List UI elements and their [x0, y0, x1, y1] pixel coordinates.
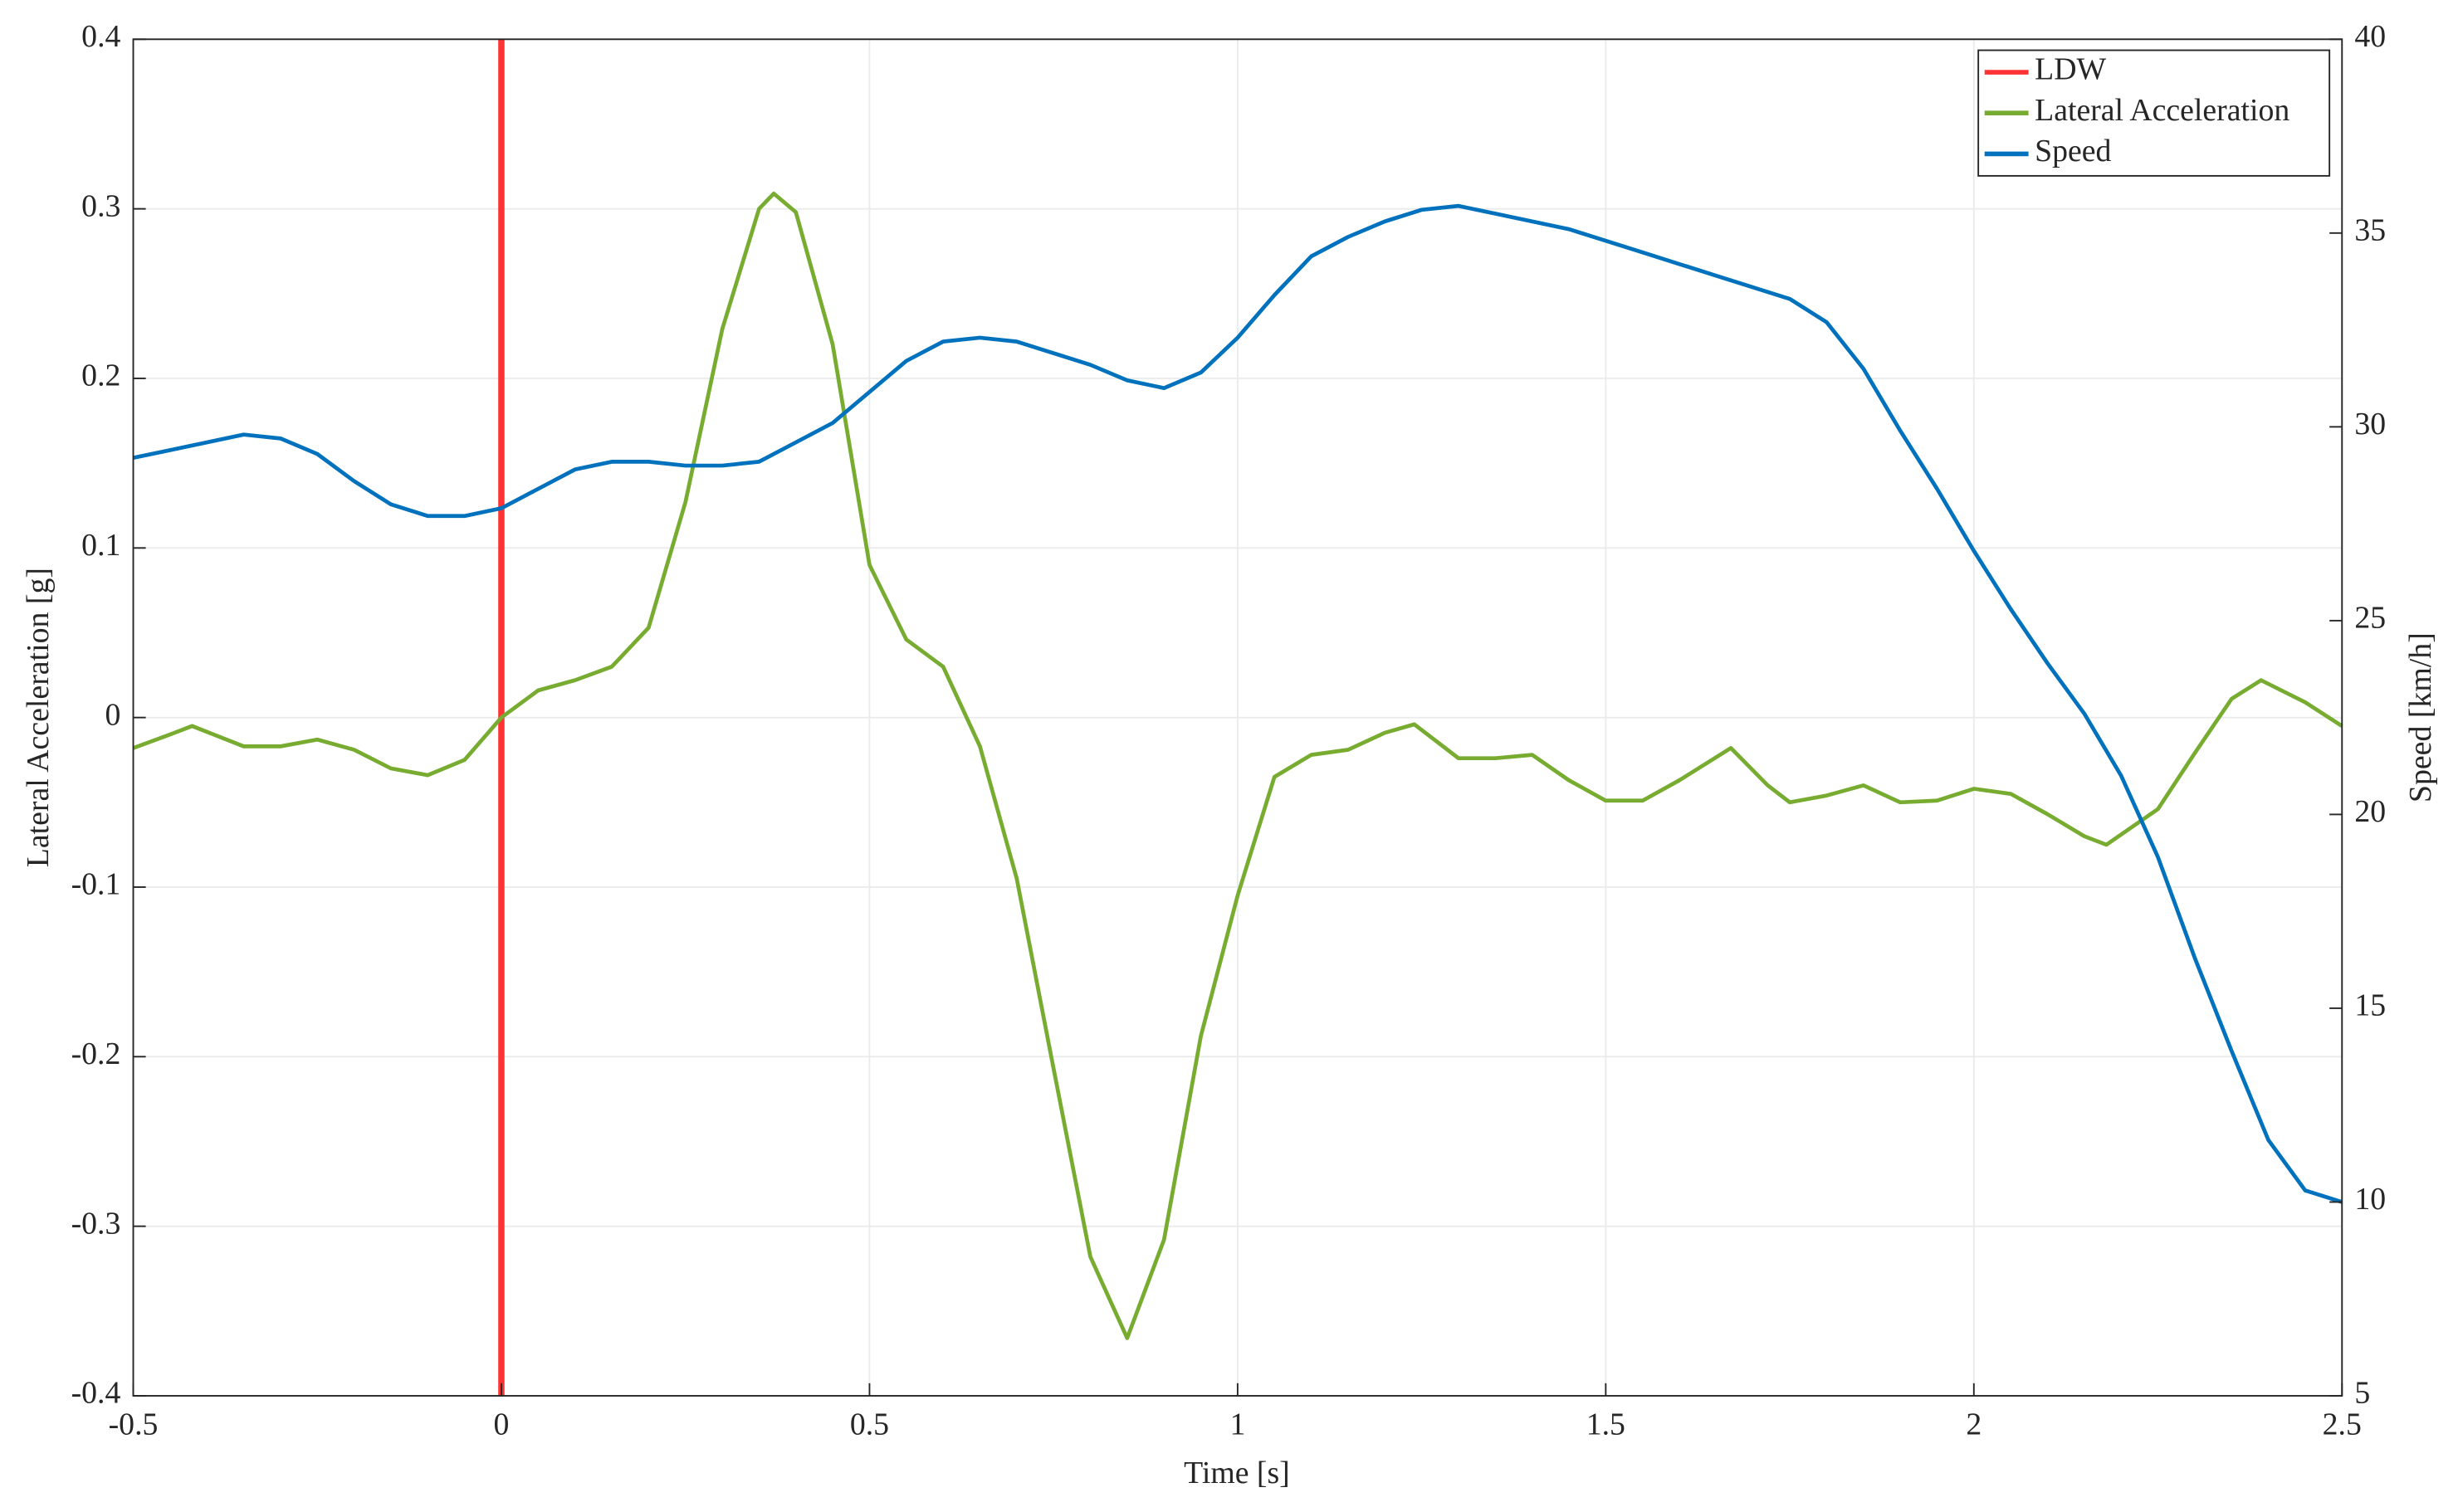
y2-tick-label: 5 — [2354, 1376, 2370, 1411]
legend-label: LDW — [2035, 52, 2106, 87]
y2-tick-label: 25 — [2354, 601, 2386, 636]
y2-tick-label: 35 — [2354, 212, 2386, 247]
y-axis-label: Lateral Acceleration [g] — [21, 568, 56, 867]
x-tick-label: 0 — [494, 1407, 510, 1441]
series-line — [132, 191, 2343, 1340]
x-tick-label: 2.5 — [2323, 1407, 2362, 1441]
y-tick-label: 0 — [105, 697, 121, 732]
y2-tick-label: 30 — [2354, 407, 2386, 441]
x-axis-label: Time [s] — [1184, 1456, 1290, 1490]
x-tick-label: 1 — [1229, 1407, 1245, 1441]
x-tick-label: 0.5 — [850, 1407, 889, 1441]
x-tick-label: -0.5 — [109, 1407, 159, 1441]
y-tick-label: 0.3 — [81, 188, 120, 223]
y-tick-label: 0.1 — [81, 528, 120, 563]
x-tick-label: 1.5 — [1586, 1407, 1625, 1441]
y2-tick-label: 15 — [2354, 988, 2386, 1023]
y2-tick-label: 20 — [2354, 794, 2386, 829]
y-tick-label: 0.2 — [81, 358, 120, 393]
y2-tick-label: 40 — [2354, 19, 2386, 54]
legend-box — [1977, 49, 2331, 177]
y2-axis-label: Speed [km/h] — [2403, 632, 2438, 802]
x-tick-label: 2 — [1966, 1407, 1982, 1441]
y-tick-label: 0.4 — [81, 19, 120, 54]
y-tick-label: -0.3 — [71, 1206, 121, 1241]
y-tick-label: -0.4 — [71, 1376, 121, 1411]
y2-tick-label: 10 — [2354, 1182, 2386, 1217]
legend: LDW Lateral Acceleration Speed — [1977, 49, 2331, 177]
legend-label: Speed — [2035, 134, 2111, 168]
legend-label: Lateral Acceleration — [2035, 93, 2289, 128]
y-tick-label: -0.1 — [71, 867, 121, 902]
y-tick-label: -0.2 — [71, 1036, 121, 1071]
grid — [132, 38, 2343, 1397]
plot-lines — [132, 39, 2343, 1396]
series-line — [133, 203, 2343, 1204]
